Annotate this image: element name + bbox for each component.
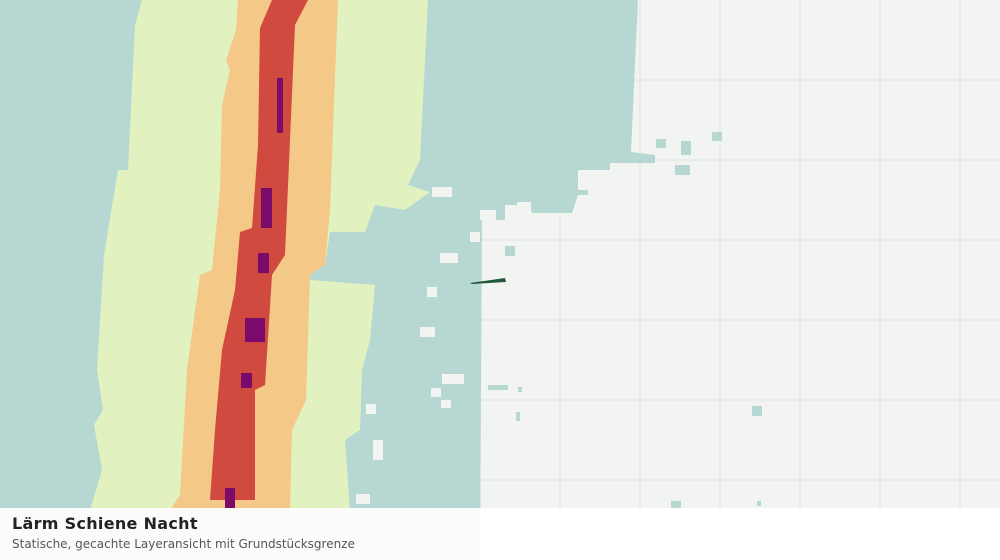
layer-subtitle: Statische, gecachte Layeransicht mit Gru… <box>12 537 355 551</box>
parcel-boundary[interactable] <box>470 278 506 284</box>
noise-zone-extreme <box>225 78 283 508</box>
info-panel: Lärm Schiene Nacht Statische, gecachte L… <box>0 508 1000 560</box>
layer-title: Lärm Schiene Nacht <box>12 514 198 533</box>
noise-zone-very-high <box>210 0 308 500</box>
noise-patches <box>488 132 762 509</box>
